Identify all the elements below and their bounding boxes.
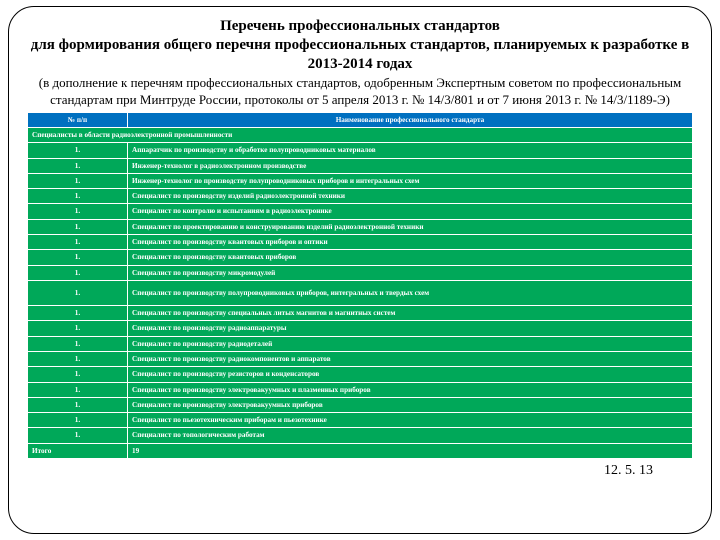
- table-row: 1.Специалист по пьезотехническим прибора…: [28, 413, 693, 428]
- row-num: 1.: [28, 204, 128, 219]
- table-total-row: Итого 19: [28, 443, 693, 458]
- row-name: Аппаратчик по производству и обработке п…: [128, 143, 693, 158]
- total-value: 19: [128, 443, 693, 458]
- table-row: 1.Специалист по производству полупроводн…: [28, 280, 693, 305]
- row-name: Специалист по пьезотехническим приборам …: [128, 413, 693, 428]
- table-section-row: Специалисты в области радиоэлектронной п…: [28, 128, 693, 143]
- header-name: Наименование профессионального стандарта: [128, 112, 693, 127]
- row-num: 1.: [28, 235, 128, 250]
- table-row: 1.Специалист по производству радиокомпон…: [28, 351, 693, 366]
- row-num: 1.: [28, 189, 128, 204]
- row-name: Специалист по топологическим работам: [128, 428, 693, 443]
- row-name: Специалист по производству электровакуум…: [128, 397, 693, 412]
- table-row: 1.Специалист по производству специальных…: [28, 306, 693, 321]
- footer-date: 12. 5. 13: [27, 463, 693, 479]
- row-name: Специалист по производству радиоаппарату…: [128, 321, 693, 336]
- table-row: 1.Специалист по производству квантовых п…: [28, 250, 693, 265]
- row-num: 1.: [28, 143, 128, 158]
- table-row: 1.Аппаратчик по производству и обработке…: [28, 143, 693, 158]
- row-name: Специалист по производству квантовых при…: [128, 235, 693, 250]
- row-num: 1.: [28, 173, 128, 188]
- row-num: 1.: [28, 428, 128, 443]
- row-name: Инженер-технолог по производству полупро…: [128, 173, 693, 188]
- row-num: 1.: [28, 250, 128, 265]
- total-label: Итого: [28, 443, 128, 458]
- row-name: Специалист по проектированию и конструир…: [128, 219, 693, 234]
- row-name: Специалист по производству радиодеталей: [128, 336, 693, 351]
- page-subtitle: (в дополнение к перечням профессиональны…: [27, 75, 693, 108]
- row-num: 1.: [28, 265, 128, 280]
- table-row: 1.Специалист по производству электроваку…: [28, 397, 693, 412]
- table-row: 1.Специалист по контролю и испытаниям в …: [28, 204, 693, 219]
- row-name: Специалист по производству микромодулей: [128, 265, 693, 280]
- row-name: Специалист по производству резисторов и …: [128, 367, 693, 382]
- row-num: 1.: [28, 397, 128, 412]
- section-label: Специалисты в области радиоэлектронной п…: [28, 128, 693, 143]
- title-line: Перечень профессиональных стандартовдля …: [31, 18, 689, 72]
- slide-frame: Перечень профессиональных стандартовдля …: [8, 6, 712, 534]
- table-row: 1.Специалист по производству квантовых п…: [28, 235, 693, 250]
- row-num: 1.: [28, 413, 128, 428]
- header-num: № п/п: [28, 112, 128, 127]
- table-row: 1.Специалист по производству изделий рад…: [28, 189, 693, 204]
- row-name: Инженер-технолог в радиоэлектронном прои…: [128, 158, 693, 173]
- row-name: Специалист по производству электровакуум…: [128, 382, 693, 397]
- row-num: 1.: [28, 367, 128, 382]
- table-row: 1.Специалист по производству радиодетале…: [28, 336, 693, 351]
- table-row: 1.Инженер-технолог по производству полуп…: [28, 173, 693, 188]
- standards-table: № п/п Наименование профессионального ста…: [27, 112, 693, 459]
- row-name: Специалист по производству специальных л…: [128, 306, 693, 321]
- table-row: 1.Специалист по производству радиоаппара…: [28, 321, 693, 336]
- row-num: 1.: [28, 306, 128, 321]
- row-name: Специалист по производству радиокомпонен…: [128, 351, 693, 366]
- row-num: 1.: [28, 158, 128, 173]
- table-row: 1.Специалист по производству микромодуле…: [28, 265, 693, 280]
- row-name: Специалист по контролю и испытаниям в ра…: [128, 204, 693, 219]
- row-num: 1.: [28, 321, 128, 336]
- row-num: 1.: [28, 280, 128, 305]
- table-header-row: № п/п Наименование профессионального ста…: [28, 112, 693, 127]
- table-row: 1.Инженер-технолог в радиоэлектронном пр…: [28, 158, 693, 173]
- page-title: Перечень профессиональных стандартовдля …: [27, 17, 693, 73]
- row-num: 1.: [28, 382, 128, 397]
- row-num: 1.: [28, 351, 128, 366]
- row-num: 1.: [28, 336, 128, 351]
- row-name: Специалист по производству изделий радио…: [128, 189, 693, 204]
- table-row: 1.Специалист по проектированию и констру…: [28, 219, 693, 234]
- row-name: Специалист по производству полупроводник…: [128, 280, 693, 305]
- row-num: 1.: [28, 219, 128, 234]
- table-row: 1.Специалист по производству электроваку…: [28, 382, 693, 397]
- table-row: 1.Специалист по производству резисторов …: [28, 367, 693, 382]
- row-name: Специалист по производству квантовых при…: [128, 250, 693, 265]
- table-row: 1.Специалист по топологическим работам: [28, 428, 693, 443]
